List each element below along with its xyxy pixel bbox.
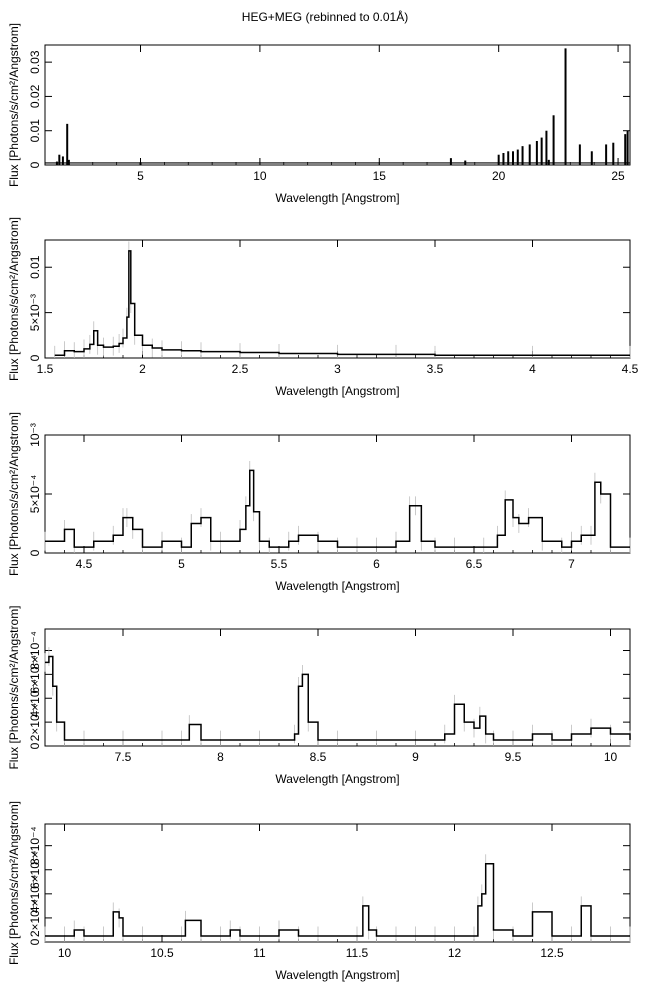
spectrum-step-line	[45, 655, 631, 741]
y-tick-label: 0	[28, 161, 42, 168]
x-tick-label: 7	[568, 557, 575, 571]
y-tick-label: 4×10⁻⁴	[28, 679, 42, 718]
spectrum-step-line	[54, 250, 630, 357]
x-axis-label: Wavelength [Angstrom]	[275, 579, 399, 593]
x-tick-label: 8.5	[310, 750, 327, 764]
y-tick-label: 4×10⁻⁴	[28, 875, 42, 914]
y-tick-label: 10⁻³	[28, 423, 42, 447]
x-tick-label: 2.5	[232, 362, 249, 376]
y-tick-label: 5×10⁻³	[28, 294, 42, 331]
x-tick-label: 7.5	[115, 750, 132, 764]
y-tick-label: 5×10⁻⁴	[28, 475, 42, 514]
spectrum-step-line	[45, 862, 630, 937]
x-tick-label: 1.5	[37, 362, 54, 376]
x-axis-label: Wavelength [Angstrom]	[275, 968, 399, 982]
x-axis-label: Wavelength [Angstrom]	[275, 772, 399, 786]
plot-frame	[44, 239, 631, 359]
x-tick-label: 10	[253, 169, 267, 183]
y-axis-label: Flux [Photons/s/cm²/Angstrom]	[7, 412, 21, 576]
y-tick-label: 2×10⁻⁴	[28, 703, 42, 742]
y-tick-label: 0.03	[28, 50, 42, 74]
x-tick-label: 5	[178, 557, 185, 571]
x-tick-label: 9.5	[505, 750, 522, 764]
x-tick-label: 3	[334, 362, 341, 376]
y-tick-label: 6×10⁻⁴	[28, 850, 42, 889]
x-axis-label: Wavelength [Angstrom]	[275, 384, 399, 398]
y-tick-label: 0	[28, 354, 42, 361]
plot-frame	[44, 628, 631, 747]
panel-3: 4.5 5 5.5 6 6.5 7 0 5×10⁻⁴ 10⁻³ Wavelength [Angst…	[7, 412, 631, 593]
spectrum-step-line	[45, 469, 630, 548]
x-tick-label: 8	[217, 750, 224, 764]
x-axis-label: Wavelength [Angstrom]	[275, 191, 399, 205]
x-tick-label: 11.5	[346, 946, 369, 960]
y-tick-label: 0.02	[28, 84, 42, 108]
x-tick-label: 11	[253, 946, 266, 960]
panel-5: 10 10.5 11 11.5 12 12.5 02×10⁻⁴4×10⁻⁴6×10⁻⁴8×1…	[7, 801, 631, 982]
x-tick-label: 4.5	[76, 557, 93, 571]
y-tick-label: 8×10⁻⁴	[28, 826, 42, 865]
x-tick-label: 15	[373, 169, 387, 183]
x-tick-label: 12.5	[540, 946, 564, 960]
y-axis-label: Flux [Photons/s/cm²/Angstrom]	[7, 23, 21, 187]
x-tick-label: 3.5	[427, 362, 444, 376]
x-tick-label: 12	[448, 946, 462, 960]
x-tick-label: 2	[139, 362, 146, 376]
x-tick-label: 10	[604, 750, 618, 764]
y-tick-label: 0	[28, 742, 42, 749]
x-tick-label: 5	[137, 169, 144, 183]
x-tick-label: 5.5	[271, 557, 288, 571]
x-tick-label: 4	[529, 362, 536, 376]
y-axis-label: Flux [Photons/s/cm²/Angstrom]	[7, 217, 21, 381]
plot-frame	[44, 823, 631, 943]
y-axis-label: Flux [Photons/s/cm²/Angstrom]	[7, 605, 21, 769]
x-tick-label: 25	[611, 169, 625, 183]
x-tick-label: 6	[373, 557, 380, 571]
y-tick-label: 0	[28, 938, 42, 945]
y-tick-label: 2×10⁻⁴	[28, 899, 42, 938]
panel-2: 1.5 2 2.5 3 3.5 4 4.5 0 5×10⁻³ 0.01 Wavelength [An…	[7, 217, 639, 398]
x-tick-label: 10	[58, 946, 72, 960]
y-axis-label: Flux [Photons/s/cm²/Angstrom]	[7, 801, 21, 965]
y-tick-label: 0.01	[28, 255, 42, 279]
y-tick-label: 0	[28, 549, 42, 556]
x-tick-label: 10.5	[150, 946, 174, 960]
y-tick-label: 6×10⁻⁴	[28, 655, 42, 694]
x-tick-label: 6.5	[466, 557, 483, 571]
panel-1: 5 10 15 20 25 0 0.01 0.02 0.03 Wavelength [Angstr…	[7, 23, 631, 205]
figure-title: HEG+MEG (rebinned to 0.01Å)	[241, 10, 409, 24]
y-tick-label: 0.01	[28, 119, 42, 143]
plot-frame	[44, 44, 631, 166]
y-tick-label: 8×10⁻⁴	[28, 631, 42, 670]
panel-4: 7.5 8 8.5 9 9.5 10 02×10⁻⁴4×10⁻⁴6×10⁻⁴8×10⁻⁴ Wa…	[7, 605, 631, 786]
x-tick-label: 9	[412, 750, 419, 764]
x-tick-label: 4.5	[622, 362, 639, 376]
x-tick-label: 20	[492, 169, 506, 183]
